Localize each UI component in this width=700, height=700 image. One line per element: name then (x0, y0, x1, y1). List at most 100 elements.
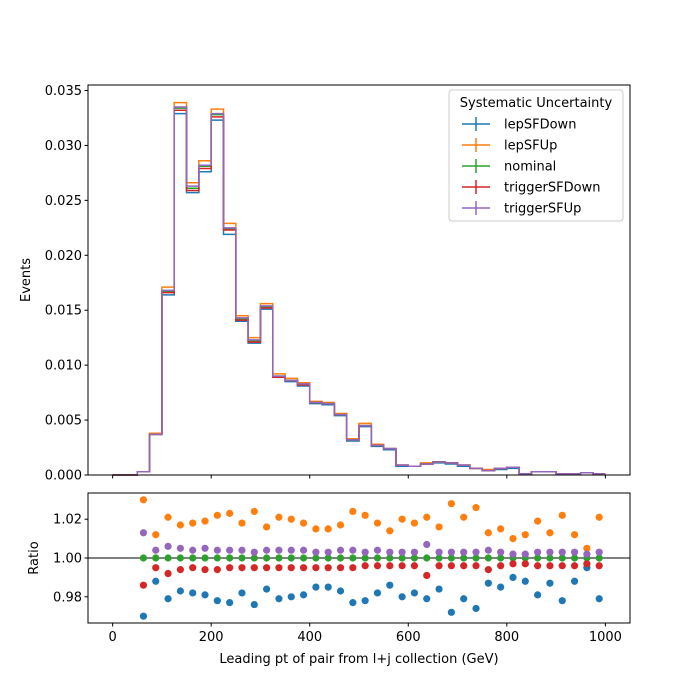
y-tick-label: 0.015 (45, 304, 82, 319)
events-x-axis-ticks (112, 475, 606, 479)
ratio-point (521, 550, 529, 558)
ratio-point (275, 564, 283, 572)
y-tick-label: 1.00 (53, 552, 82, 567)
ratio-point (534, 554, 542, 562)
ratio-point (238, 546, 246, 554)
ratio-point (324, 525, 332, 533)
ratio-point (176, 587, 184, 595)
ratio-point (484, 546, 492, 554)
ratio-point (349, 546, 357, 554)
ratio-point (250, 554, 258, 562)
ratio-point (595, 513, 603, 521)
ratio-point (349, 599, 357, 607)
ratio-point (398, 593, 406, 601)
ratio-point (447, 608, 455, 616)
ratio-point (398, 562, 406, 570)
ratio-point (497, 583, 505, 591)
ratio-point (201, 566, 209, 574)
ratio-point (176, 566, 184, 574)
ratio-point (423, 540, 431, 549)
ratio-point (509, 573, 517, 582)
ratio-point (398, 548, 406, 556)
ratio-point (152, 554, 160, 562)
ratio-point (546, 548, 554, 556)
ratio-point (484, 529, 492, 537)
ratio-point (484, 579, 492, 587)
ratio-point (176, 544, 184, 552)
ratio-point (189, 546, 197, 554)
ratio-point (423, 513, 431, 521)
x-tick-label: 0 (108, 630, 116, 645)
ratio-point (152, 531, 160, 539)
ratio-point (336, 546, 345, 554)
ratio-point (570, 531, 579, 539)
ratio-point (460, 548, 468, 556)
ratio-point (472, 554, 480, 562)
y-tick-label: 0.010 (45, 359, 82, 374)
ratio-point (336, 521, 345, 529)
ratio-point (238, 589, 246, 597)
ratio-point (435, 562, 443, 570)
ratio-point (447, 562, 455, 570)
legend-entry-nominal: nominal (462, 159, 556, 175)
legend-title: Systematic Uncertainty (460, 96, 613, 111)
ratio-point (312, 564, 320, 572)
ratio-point (595, 595, 603, 603)
ratio-point (213, 597, 221, 605)
ratio-point (164, 513, 172, 521)
ratio-point (275, 554, 283, 562)
ratio-point (250, 548, 258, 556)
ratio-point (497, 554, 505, 562)
ratio-point (410, 554, 419, 562)
ratio-point (226, 509, 234, 517)
ratio-point (263, 554, 271, 562)
ratio-point (299, 591, 308, 599)
legend-entry-triggerSFUp: triggerSFUp (462, 201, 581, 217)
ratio-point (534, 517, 542, 525)
ratio-point (263, 523, 271, 531)
ratio-point (213, 566, 221, 574)
ratio-point (361, 548, 369, 556)
ratio-point (250, 564, 258, 572)
events-y-axis-label: Events (19, 258, 34, 302)
ratio-point (176, 521, 184, 529)
y-tick-label: 0.025 (45, 194, 82, 209)
ratio-point (472, 548, 480, 556)
ratio-point (336, 554, 345, 562)
ratio-point (435, 548, 443, 556)
ratio-series-triggerSFUp (139, 529, 603, 558)
ratio-point (435, 523, 443, 531)
ratio-point (139, 554, 148, 562)
ratio-point (152, 546, 160, 554)
ratio-point (546, 554, 554, 562)
ratio-point (349, 554, 357, 562)
legend-label: triggerSFDown (504, 181, 600, 196)
ratio-point (373, 589, 382, 597)
ratio-point (570, 562, 579, 570)
ratio-point (263, 585, 271, 593)
ratio-point (410, 562, 419, 570)
ratio-point (410, 519, 419, 527)
ratio-point (139, 529, 148, 537)
ratio-point (373, 519, 382, 527)
ratio-point (435, 585, 443, 593)
ratio-point (484, 554, 492, 562)
y-tick-label: 0.005 (45, 414, 82, 429)
ratio-point (460, 595, 468, 603)
ratio-point (423, 595, 431, 603)
ratio-point (238, 519, 246, 527)
events-histogram-panel: 0.000 0.005 0.010 0.015 0.020 0.025 0.030 0.035… (19, 84, 631, 484)
ratio-point (299, 564, 308, 572)
ratio-point (201, 591, 209, 599)
ratio-point (176, 554, 184, 562)
x-tick-label: 1000 (589, 630, 622, 645)
ratio-point (263, 546, 271, 554)
ratio-point (336, 564, 345, 572)
ratio-point (324, 554, 332, 562)
ratio-point (497, 562, 505, 570)
ratio-point (226, 554, 234, 562)
ratio-point (361, 597, 369, 605)
ratio-point (238, 554, 246, 562)
ratio-point (595, 554, 603, 562)
legend-label: lepSFDown (504, 118, 576, 133)
